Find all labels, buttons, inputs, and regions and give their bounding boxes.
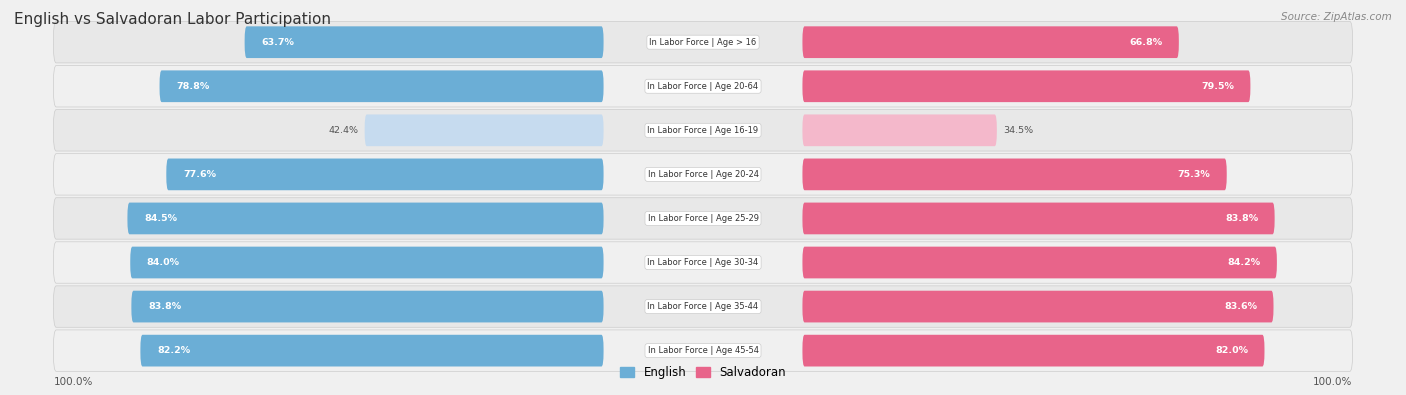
Text: 42.4%: 42.4% xyxy=(328,126,359,135)
Text: In Labor Force | Age > 16: In Labor Force | Age > 16 xyxy=(650,38,756,47)
Text: In Labor Force | Age 35-44: In Labor Force | Age 35-44 xyxy=(647,302,759,311)
FancyBboxPatch shape xyxy=(53,330,1353,371)
FancyBboxPatch shape xyxy=(53,66,1353,107)
Text: In Labor Force | Age 16-19: In Labor Force | Age 16-19 xyxy=(647,126,759,135)
Text: Source: ZipAtlas.com: Source: ZipAtlas.com xyxy=(1281,12,1392,22)
FancyBboxPatch shape xyxy=(803,26,1178,58)
Text: In Labor Force | Age 25-29: In Labor Force | Age 25-29 xyxy=(648,214,758,223)
FancyBboxPatch shape xyxy=(364,115,603,146)
Text: 83.6%: 83.6% xyxy=(1225,302,1257,311)
FancyBboxPatch shape xyxy=(131,246,603,278)
FancyBboxPatch shape xyxy=(803,203,1275,234)
Text: In Labor Force | Age 30-34: In Labor Force | Age 30-34 xyxy=(647,258,759,267)
FancyBboxPatch shape xyxy=(53,286,1353,327)
Text: 82.2%: 82.2% xyxy=(157,346,190,355)
FancyBboxPatch shape xyxy=(159,70,603,102)
Text: 82.0%: 82.0% xyxy=(1215,346,1249,355)
FancyBboxPatch shape xyxy=(245,26,603,58)
Text: 78.8%: 78.8% xyxy=(176,82,209,91)
FancyBboxPatch shape xyxy=(803,115,997,146)
Legend: English, Salvadoran: English, Salvadoran xyxy=(616,361,790,384)
FancyBboxPatch shape xyxy=(128,203,603,234)
Text: 84.5%: 84.5% xyxy=(143,214,177,223)
FancyBboxPatch shape xyxy=(141,335,603,367)
Text: English vs Salvadoran Labor Participation: English vs Salvadoran Labor Participatio… xyxy=(14,12,330,27)
FancyBboxPatch shape xyxy=(131,291,603,322)
FancyBboxPatch shape xyxy=(803,70,1250,102)
Text: 75.3%: 75.3% xyxy=(1177,170,1211,179)
FancyBboxPatch shape xyxy=(803,291,1274,322)
Text: 84.2%: 84.2% xyxy=(1227,258,1260,267)
Text: 83.8%: 83.8% xyxy=(148,302,181,311)
FancyBboxPatch shape xyxy=(53,154,1353,195)
FancyBboxPatch shape xyxy=(53,21,1353,63)
Text: 34.5%: 34.5% xyxy=(1004,126,1033,135)
Text: 63.7%: 63.7% xyxy=(262,38,294,47)
Text: 84.0%: 84.0% xyxy=(146,258,180,267)
Text: 100.0%: 100.0% xyxy=(53,377,93,387)
FancyBboxPatch shape xyxy=(53,242,1353,283)
FancyBboxPatch shape xyxy=(166,158,603,190)
FancyBboxPatch shape xyxy=(803,335,1264,367)
Text: In Labor Force | Age 45-54: In Labor Force | Age 45-54 xyxy=(648,346,758,355)
Text: In Labor Force | Age 20-24: In Labor Force | Age 20-24 xyxy=(648,170,758,179)
FancyBboxPatch shape xyxy=(803,158,1226,190)
Text: 77.6%: 77.6% xyxy=(183,170,217,179)
FancyBboxPatch shape xyxy=(53,198,1353,239)
FancyBboxPatch shape xyxy=(803,246,1277,278)
Text: 83.8%: 83.8% xyxy=(1225,214,1258,223)
Text: In Labor Force | Age 20-64: In Labor Force | Age 20-64 xyxy=(647,82,759,91)
Text: 66.8%: 66.8% xyxy=(1129,38,1163,47)
Text: 100.0%: 100.0% xyxy=(1313,377,1353,387)
FancyBboxPatch shape xyxy=(53,109,1353,151)
Text: 79.5%: 79.5% xyxy=(1201,82,1234,91)
